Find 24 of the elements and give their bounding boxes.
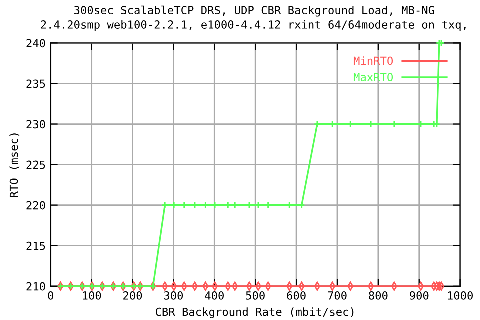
chart-title: 300sec ScalableTCP DRS, UDP CBR Background Load, MB-NG: [74, 6, 434, 17]
x-tick-label: 0: [48, 292, 54, 300]
x-tick-label: 900: [410, 292, 429, 300]
y-tick-label: 230: [26, 120, 46, 129]
y-tick-label: 240: [26, 39, 46, 48]
x-tick-label: 1000: [448, 292, 473, 300]
y-tick-label: 225: [26, 160, 46, 170]
x-tick-label: 400: [205, 292, 224, 300]
x-tick-label: 600: [287, 292, 306, 300]
x-tick-label: 700: [328, 292, 347, 300]
y-tick-label: 215: [26, 242, 46, 250]
x-tick-label: 100: [83, 292, 102, 300]
x-tick-label: 200: [124, 292, 142, 300]
y-tick-label: 220: [26, 201, 46, 210]
legend-label: MinRTO: [354, 56, 394, 66]
legend-label: MaxRTO: [354, 73, 394, 82]
x-tick-label: 800: [369, 292, 388, 300]
y-tick-label: 210: [26, 282, 46, 291]
x-tick-label: 300: [164, 292, 184, 300]
y-tick-label: 235: [26, 80, 46, 88]
chart-subtitle: 2.4.20smp web100-2.2.1, e1000-4.4.12 rxint 64/64moderate on txq,: [41, 20, 466, 32]
x-axis-title: CBR Background Rate (mbit/sec): [156, 308, 354, 318]
y-axis-title: RTO (msec): [10, 134, 20, 198]
x-tick-label: 500: [246, 292, 265, 300]
